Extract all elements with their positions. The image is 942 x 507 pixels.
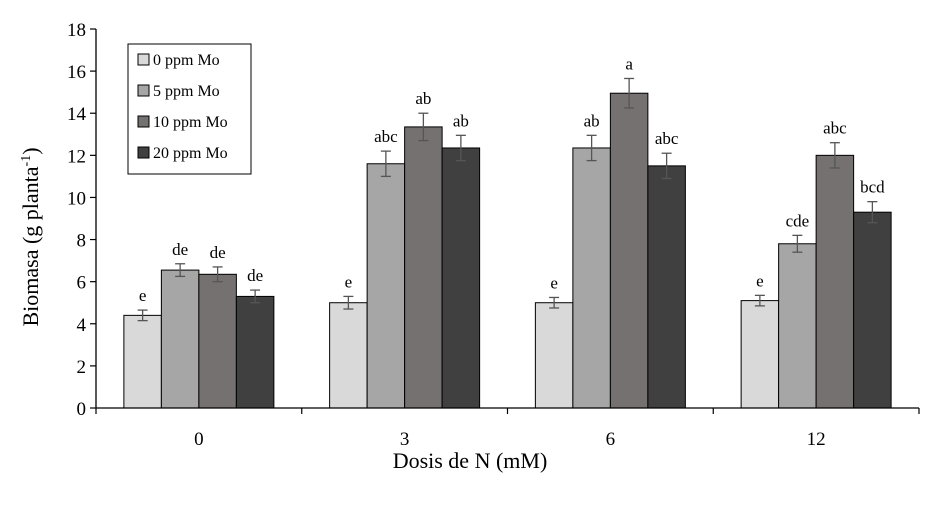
bar <box>366 163 406 409</box>
y-axis-title: Biomasa (g planta-1) <box>18 147 43 326</box>
significance-label: bcd <box>860 178 885 197</box>
legend-swatch <box>137 84 150 97</box>
bar <box>441 147 481 409</box>
significance-label: abc <box>823 119 847 138</box>
significance-label: e <box>550 273 558 292</box>
y-tick-label: 8 <box>77 231 87 252</box>
bar <box>123 314 162 409</box>
legend-swatch <box>137 53 150 66</box>
significance-label: e <box>139 286 147 305</box>
legend-label: 10 ppm Mo <box>153 114 228 131</box>
significance-label: abc <box>655 129 679 148</box>
bar <box>329 302 368 409</box>
bar <box>534 302 574 409</box>
bar <box>572 147 611 409</box>
y-tick-label: 12 <box>67 146 86 167</box>
legend-label: 5 ppm Mo <box>153 83 220 100</box>
y-axis-ticks: 0 2 4 6 8 10 12 14 16 18 <box>67 20 96 420</box>
bar <box>609 92 649 409</box>
significance-label: a <box>625 54 633 73</box>
bar <box>235 295 275 409</box>
significance-label: e <box>756 271 764 290</box>
y-axis-title-superscript: -1 <box>19 155 34 167</box>
x-tick-label: 12 <box>807 429 826 450</box>
y-tick-label: 6 <box>77 273 87 294</box>
y-axis-title-close: ) <box>18 147 43 154</box>
significance-label: abc <box>374 127 398 146</box>
y-tick-label: 10 <box>67 188 86 209</box>
bar <box>160 269 200 409</box>
bar <box>740 300 780 409</box>
y-tick-label: 2 <box>77 357 87 378</box>
significance-label: de <box>210 243 226 262</box>
bar <box>198 273 237 409</box>
y-tick-label: 4 <box>77 315 87 336</box>
legend-label: 20 ppm Mo <box>153 145 228 162</box>
x-tick-label: 6 <box>606 429 616 450</box>
legend-label: 0 ppm Mo <box>153 52 220 69</box>
bars <box>123 77 892 409</box>
bar <box>404 126 443 409</box>
y-tick-label: 14 <box>67 104 87 125</box>
legend: 0 ppm Mo 5 ppm Mo 10 ppm Mo 20 ppm Mo <box>127 43 252 175</box>
significance-label: ab <box>584 111 600 130</box>
significance-label: ab <box>453 111 469 130</box>
x-tick-label: 3 <box>400 429 410 450</box>
y-axis-title-main: Biomasa (g planta <box>18 166 43 326</box>
legend-swatch <box>137 146 150 159</box>
significance-label: de <box>247 266 263 285</box>
y-tick-label: 0 <box>77 399 87 420</box>
y-tick-label: 18 <box>67 20 86 41</box>
bar <box>815 154 855 409</box>
bar <box>778 243 817 409</box>
significance-label: e <box>345 272 353 291</box>
x-axis-ticks: 0 3 6 12 <box>95 408 920 450</box>
significance-label: cde <box>786 211 810 230</box>
significance-label: de <box>172 240 188 259</box>
bar <box>647 165 686 409</box>
significance-label: ab <box>415 89 431 108</box>
x-tick-label: 0 <box>194 429 204 450</box>
bar <box>853 211 892 409</box>
legend-swatch <box>137 115 150 128</box>
x-axis-title: Dosis de N (mM) <box>393 448 548 473</box>
y-tick-label: 16 <box>67 62 86 83</box>
